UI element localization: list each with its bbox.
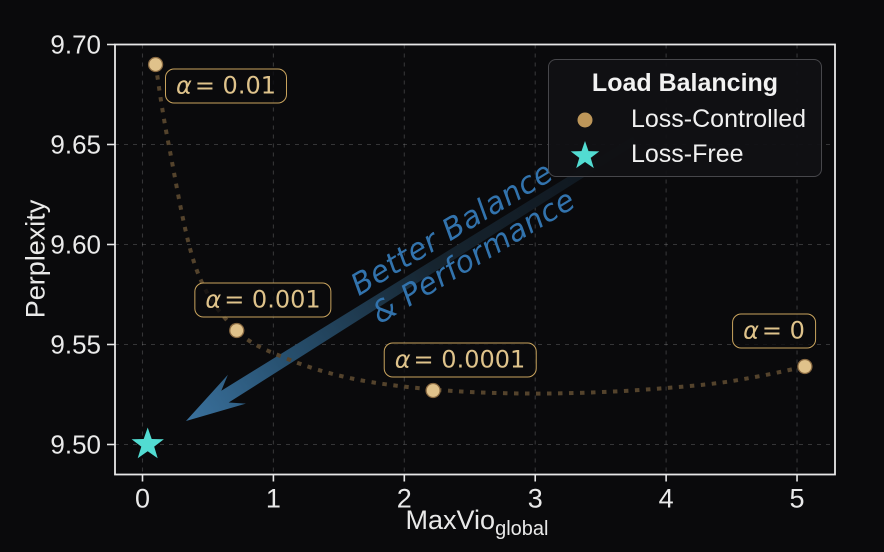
x-tick-label: 1 <box>266 484 281 514</box>
legend: Load Balancing Loss-Controlled Loss-Free <box>548 59 822 177</box>
better-direction-arrow <box>186 136 638 421</box>
x-tick-label: 3 <box>528 484 543 514</box>
loss-controlled-point <box>425 382 441 399</box>
arrow-shape <box>186 136 638 421</box>
loss-controlled-point <box>147 56 164 73</box>
alpha-label-box: α = 0.0001 <box>383 342 537 378</box>
alpha-value: = 0.0001 <box>413 345 526 374</box>
arrow-annotation: Better Balance & Performance <box>345 155 582 332</box>
x-tick-label: 5 <box>790 484 805 514</box>
x-tick-label: 2 <box>397 484 412 514</box>
y-tick-label: 9.65 <box>50 130 101 160</box>
loss-controlled-point <box>797 358 813 375</box>
legend-rows: Loss-Controlled Loss-Free <box>561 102 809 172</box>
alpha-value: = 0 <box>761 316 805 345</box>
y-tick-label: 9.50 <box>50 430 101 460</box>
tick-labels: 0 1 2 3 4 5 9.50 9.55 9.60 9.65 9.70 <box>50 30 804 514</box>
trend-curve-path <box>153 64 806 396</box>
data-points <box>131 56 813 459</box>
axes-frame <box>114 43 836 476</box>
alpha-label-box: α = 0.01 <box>164 68 288 104</box>
legend-title: Load Balancing <box>591 69 779 97</box>
legend-item-label: Loss-Free <box>631 140 744 168</box>
legend-dot <box>577 112 593 127</box>
alpha-symbol: α <box>175 71 192 100</box>
loss-free-star-point <box>131 427 164 459</box>
loss-controlled-point <box>229 322 245 339</box>
y-axis-label: Perplexity <box>20 199 51 319</box>
x-tick-label: 4 <box>659 484 674 514</box>
x-axis-label-main: MaxVio <box>405 505 496 535</box>
y-tick-label: 9.70 <box>50 30 101 60</box>
circle-marker-icon <box>577 112 593 127</box>
alpha-symbol: α <box>205 285 222 314</box>
legend-item-loss-free: Loss-Free <box>561 137 809 172</box>
alpha-symbol: α <box>743 316 759 345</box>
x-axis-label: MaxVioglobal <box>406 505 549 541</box>
alpha-value: = 0.01 <box>194 71 277 100</box>
alpha-value: = 0.001 <box>224 285 321 314</box>
legend-item-loss-controlled: Loss-Controlled <box>561 102 809 137</box>
legend-star <box>570 140 600 168</box>
star-marker-icon <box>570 140 600 168</box>
x-tick-label: 0 <box>135 484 150 514</box>
plot-frame <box>114 43 836 476</box>
legend-item-label: Loss-Controlled <box>631 105 807 133</box>
axis-ticks <box>107 43 798 482</box>
alpha-label-box: α = 0 <box>732 313 816 349</box>
x-axis-label-subscript: global <box>495 518 549 540</box>
trend-curve <box>153 64 806 396</box>
y-tick-label: 9.55 <box>50 330 101 360</box>
alpha-label-box: α = 0.001 <box>194 282 332 318</box>
alpha-symbol: α <box>394 345 411 374</box>
y-tick-label: 9.60 <box>50 230 101 260</box>
